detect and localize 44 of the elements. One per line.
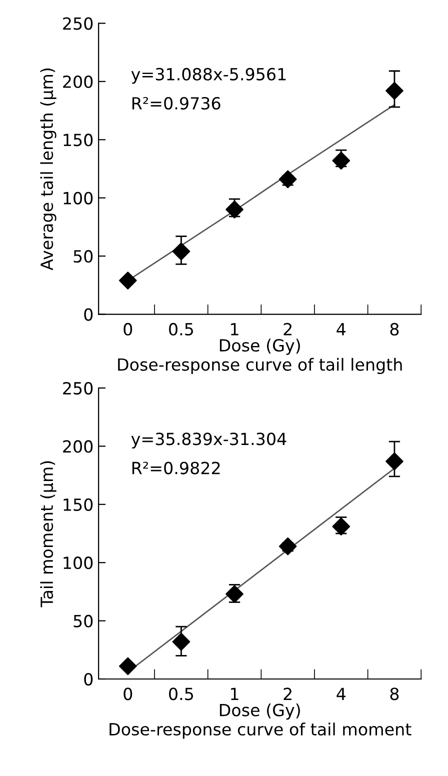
point	[118, 657, 137, 676]
x-axis-title: Dose (Gy)	[220, 703, 300, 720]
x-tick-label: 0	[124, 322, 132, 336]
point	[118, 272, 137, 290]
y-tick-label: 200	[63, 75, 93, 88]
y-axis-title: Tail moment (µm)	[40, 461, 56, 608]
y-tick-label: 100	[64, 556, 93, 570]
point	[332, 518, 350, 536]
x-tick-label: 0.5	[169, 322, 193, 336]
y-tick-label: 250	[63, 17, 93, 30]
point	[386, 452, 404, 470]
y-tick-label: 100	[64, 192, 93, 204]
x-tick-label: 0.5	[169, 688, 193, 700]
point	[172, 242, 190, 260]
y-tick-label: 50	[74, 614, 93, 628]
point	[172, 632, 190, 651]
text: Dose-response curve of tail moment	[110, 722, 412, 739]
annotation: y=35.839x-31.304	[131, 432, 286, 448]
x-tick-label: 2	[284, 688, 292, 700]
point	[278, 537, 297, 556]
x-tick-label: 0	[124, 688, 132, 700]
point	[386, 82, 404, 100]
y-tick-label: 0	[84, 308, 93, 321]
y-tick-label: 150	[64, 498, 93, 511]
annotation: y=31.088x-5.9561	[131, 68, 286, 84]
x-tick-label: 2	[284, 322, 292, 336]
annotation: R²=0.9736	[132, 96, 220, 110]
annotation: R²=0.9822	[132, 462, 220, 474]
y-tick-label: 0	[84, 672, 93, 686]
x-tick-label: 1	[231, 323, 238, 336]
point	[332, 152, 350, 170]
y-tick-label: 150	[64, 134, 93, 146]
x-tick-label: 8	[390, 322, 399, 336]
text: Dose-response curve of tail length	[118, 358, 402, 374]
x-tick-label: 4	[336, 323, 346, 336]
y-tick-label: 200	[63, 440, 93, 453]
point	[278, 170, 297, 188]
x-tick-label: 1	[231, 688, 238, 700]
x-axis-title: Dose (Gy)	[220, 338, 300, 355]
y-tick-label: 250	[63, 382, 93, 395]
y-axis-title: Average tail length (µm)	[40, 68, 56, 270]
y-tick-label: 50	[74, 250, 93, 263]
x-tick-label: 4	[336, 688, 346, 700]
x-tick-label: 8	[390, 688, 399, 700]
